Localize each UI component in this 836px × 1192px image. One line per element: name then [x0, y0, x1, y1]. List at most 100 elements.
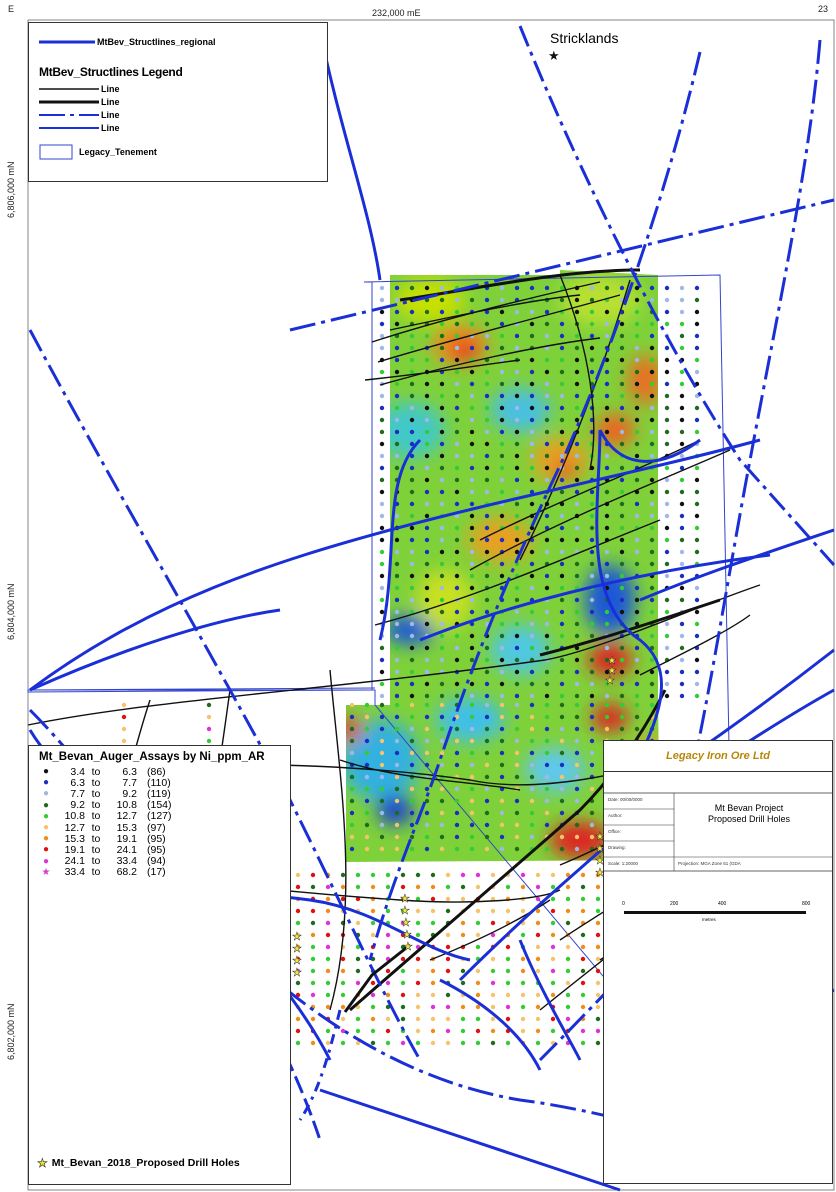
auger-sample-point: [454, 810, 460, 816]
auger-sample-point: [634, 285, 640, 291]
auger-sample-point: [349, 834, 355, 840]
auger-sample-point: [424, 681, 430, 687]
auger-sample-point: [394, 573, 400, 579]
auger-sample-point: [206, 726, 212, 732]
assay-class-row: ● 9.2 to 10.8 (154): [41, 799, 172, 812]
auger-sample-point: [589, 738, 595, 744]
auger-sample-point: [409, 489, 415, 495]
auger-sample-point: [499, 321, 505, 327]
auger-sample-point: [619, 489, 625, 495]
auger-sample-point: [550, 980, 556, 986]
auger-sample-point: [559, 585, 565, 591]
assay-class-from: 9.2: [70, 799, 85, 812]
auger-sample-point: [379, 726, 385, 732]
auger-sample-point: [514, 393, 520, 399]
auger-sample-point: [394, 834, 400, 840]
auger-sample-point: [439, 738, 445, 744]
auger-sample-point: [325, 968, 331, 974]
auger-sample-point: [490, 1028, 496, 1034]
auger-sample-point: [355, 1028, 361, 1034]
auger-sample-point: [439, 441, 445, 447]
auger-sample-point: [460, 968, 466, 974]
auger-sample-point: [574, 309, 580, 315]
auger-sample-point: [619, 393, 625, 399]
auger-sample-point: [295, 956, 301, 962]
assay-class-to-word: to: [91, 765, 101, 778]
auger-sample-point: [364, 822, 370, 828]
auger-sample-point: [589, 297, 595, 303]
auger-sample-point: [559, 429, 565, 435]
auger-sample-point: [475, 932, 481, 938]
auger-sample-point: [364, 726, 370, 732]
auger-sample-point: [574, 369, 580, 375]
auger-sample-point: [619, 657, 625, 663]
auger-sample-point: [535, 956, 541, 962]
auger-sample-point: [559, 810, 565, 816]
auger-sample-point: [394, 465, 400, 471]
auger-sample-point: [580, 1040, 586, 1046]
assay-class-symbol-icon: ●: [42, 855, 50, 867]
auger-sample-point: [619, 702, 625, 708]
auger-sample-point: [559, 693, 565, 699]
auger-sample-point: [514, 681, 520, 687]
auger-sample-point: [604, 309, 610, 315]
auger-sample-point: [310, 932, 316, 938]
auger-sample-point: [295, 884, 301, 890]
auger-sample-point: [544, 585, 550, 591]
auger-sample-point: [445, 1004, 451, 1010]
auger-sample-point: [679, 441, 685, 447]
auger-sample-point: [460, 896, 466, 902]
auger-sample-point: [664, 285, 670, 291]
auger-sample-point: [694, 393, 700, 399]
auger-sample-point: [589, 597, 595, 603]
auger-sample-point: [514, 585, 520, 591]
title-block-grid: [604, 792, 832, 872]
auger-sample-point: [634, 405, 640, 411]
drill-hole-star-icon: ★: [292, 955, 302, 967]
auger-sample-point: [634, 345, 640, 351]
assay-class-to: 68.2: [116, 866, 137, 879]
auger-sample-point: [499, 537, 505, 543]
auger-sample-point: [664, 357, 670, 363]
auger-sample-point: [664, 297, 670, 303]
auger-sample-point: [559, 369, 565, 375]
auger-sample-point: [439, 453, 445, 459]
auger-sample-point: [574, 762, 580, 768]
auger-sample-point: [520, 1004, 526, 1010]
auger-sample-point: [604, 465, 610, 471]
auger-sample-point: [415, 908, 421, 914]
auger-sample-point: [415, 896, 421, 902]
auger-sample-point: [469, 549, 475, 555]
drill-hole-star-icon: ★: [595, 855, 605, 867]
assay-class-symbol-icon: ●: [42, 833, 50, 845]
auger-sample-point: [379, 810, 385, 816]
auger-sample-point: [469, 441, 475, 447]
auger-sample-point: [424, 750, 430, 756]
auger-sample-point: [469, 750, 475, 756]
auger-sample-point: [430, 872, 436, 878]
auger-sample-point: [559, 549, 565, 555]
auger-sample-point: [430, 980, 436, 986]
auger-sample-point: [679, 333, 685, 339]
auger-sample-point: [529, 417, 535, 423]
auger-sample-point: [634, 561, 640, 567]
auger-sample-point: [634, 714, 640, 720]
auger-sample-point: [415, 920, 421, 926]
auger-sample-point: [424, 405, 430, 411]
auger-sample-point: [409, 441, 415, 447]
auger-sample-point: [514, 810, 520, 816]
auger-sample-point: [634, 669, 640, 675]
auger-sample-point: [394, 786, 400, 792]
auger-sample-point: [574, 333, 580, 339]
legend-title: MtBev_Structlines Legend: [39, 65, 183, 79]
auger-sample-point: [454, 633, 460, 639]
tenement-boundary-west: [27, 687, 376, 691]
assay-class-row: ● 10.8 to 12.7 (127): [41, 810, 172, 822]
auger-sample-point: [574, 822, 580, 828]
auger-sample-point: [520, 908, 526, 914]
auger-sample-point: [469, 726, 475, 732]
auger-sample-point: [664, 441, 670, 447]
auger-sample-point: [469, 762, 475, 768]
auger-sample-point: [679, 549, 685, 555]
auger-sample-point: [559, 489, 565, 495]
